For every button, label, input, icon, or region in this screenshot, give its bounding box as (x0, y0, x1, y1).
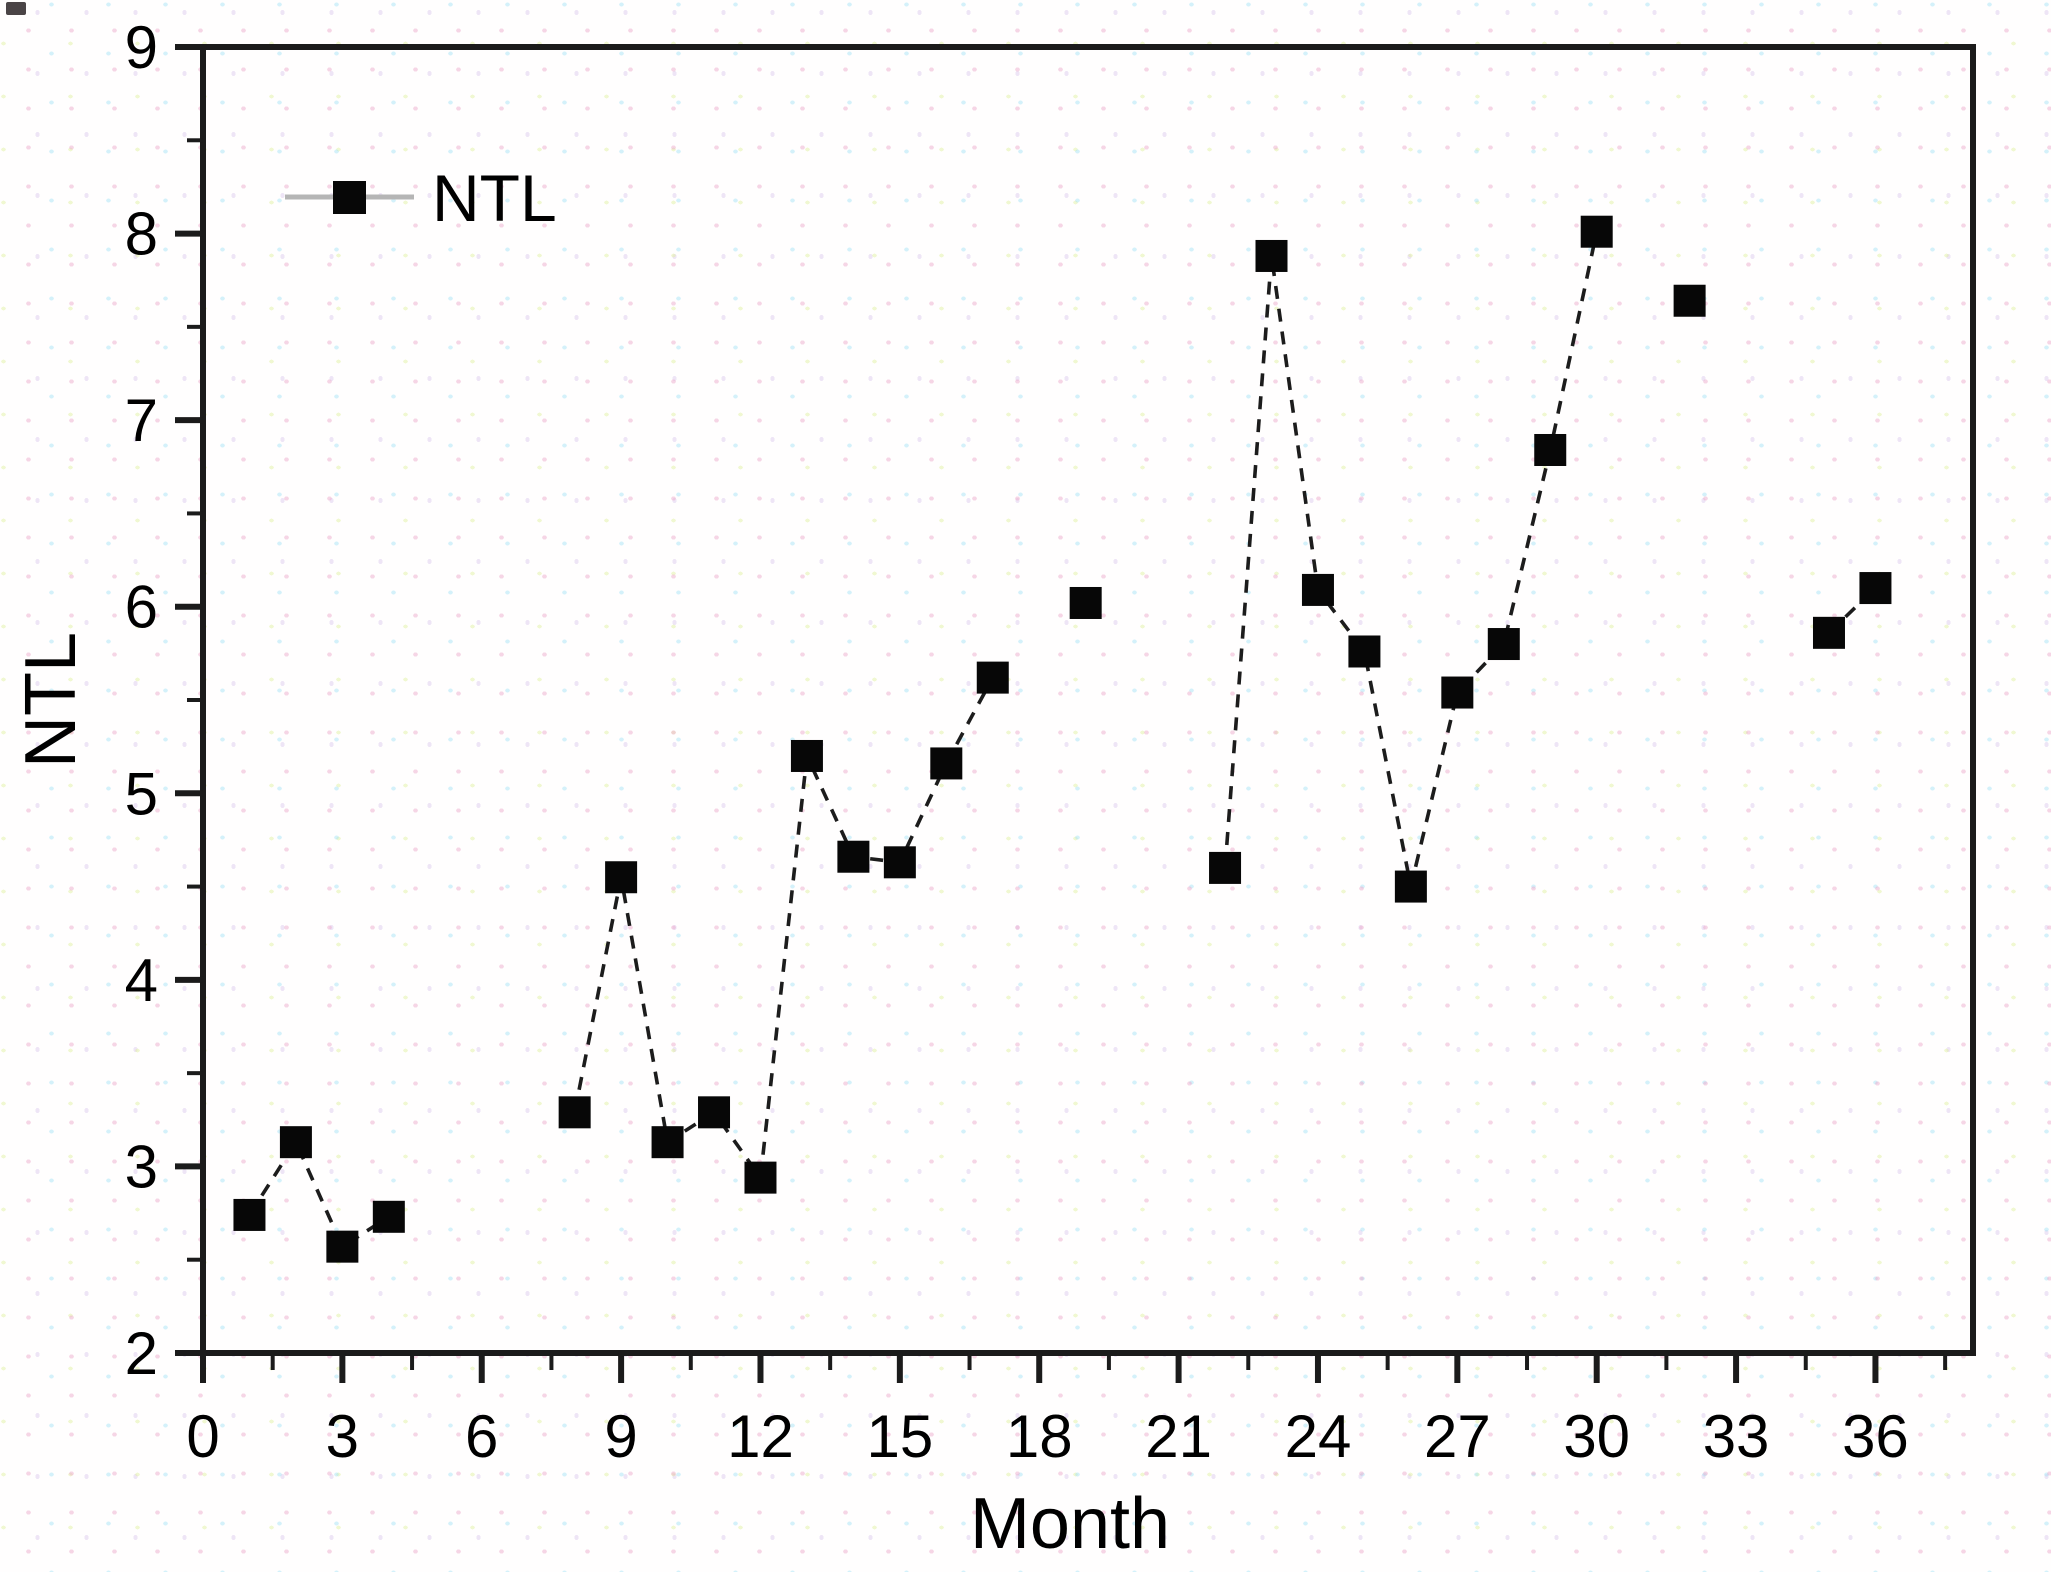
data-point-marker (1487, 628, 1520, 661)
data-point-marker (883, 846, 916, 879)
y-tick-label: 9 (125, 14, 158, 81)
data-point-marker (1348, 635, 1381, 668)
data-point-marker (976, 661, 1009, 694)
data-point-marker (1534, 433, 1567, 466)
data-point-marker (837, 840, 870, 873)
x-tick-label: 36 (1842, 1403, 1909, 1470)
y-tick-label: 2 (125, 1320, 158, 1387)
series-line (247, 231, 1877, 1250)
x-tick-label: 9 (604, 1403, 637, 1470)
data-point-marker (1209, 851, 1242, 884)
data-point-marker (1441, 676, 1474, 709)
data-point-marker (1301, 573, 1334, 606)
x-tick-label: 30 (1563, 1403, 1630, 1470)
x-tick-label: 33 (1703, 1403, 1770, 1470)
data-point-marker (558, 1096, 591, 1129)
data-point-marker (1812, 616, 1845, 649)
data-point-marker (1394, 870, 1427, 903)
y-axis-title: NTL (11, 632, 91, 768)
data-point-marker (744, 1161, 777, 1194)
corner-artifact (6, 2, 26, 15)
y-tick-label: 6 (125, 574, 158, 641)
data-point-marker (372, 1200, 405, 1233)
data-point-marker (1255, 239, 1288, 272)
data-point-marker (790, 739, 823, 772)
data-point-marker (605, 861, 638, 894)
x-axis-title: Month (970, 1484, 1170, 1564)
x-axis-ticks: 0 3 6 9 12 15 18 21 24 27 30 33 36 (186, 1353, 1948, 1470)
y-tick-label: 5 (125, 760, 158, 827)
x-tick-label: 12 (727, 1403, 794, 1470)
x-tick-label: 18 (1006, 1403, 1073, 1470)
y-tick-label: 4 (125, 947, 158, 1014)
data-point-marker (326, 1230, 359, 1263)
y-tick-label: 7 (125, 387, 158, 454)
data-point-marker (930, 747, 963, 780)
data-point-marker (651, 1126, 684, 1159)
y-tick-label: 3 (125, 1133, 158, 1200)
y-tick-label: 8 (125, 201, 158, 268)
y-axis-ticks: 2 3 4 5 6 7 8 9 (125, 14, 203, 1387)
data-point-marker (279, 1126, 312, 1159)
x-tick-label: 0 (186, 1403, 219, 1470)
legend-label: NTL (432, 161, 557, 235)
data-series (233, 215, 1892, 1263)
x-tick-label: 21 (1145, 1403, 1212, 1470)
data-point-marker (1069, 586, 1102, 619)
data-point-marker (1859, 572, 1892, 605)
data-point-marker (698, 1096, 731, 1129)
x-tick-label: 15 (866, 1403, 933, 1470)
data-point-marker (1673, 284, 1706, 317)
legend-marker-square (333, 181, 366, 214)
x-tick-label: 24 (1285, 1403, 1352, 1470)
x-tick-label: 3 (326, 1403, 359, 1470)
legend: NTL (285, 161, 557, 235)
data-point-marker (1580, 215, 1613, 248)
x-tick-label: 27 (1424, 1403, 1491, 1470)
plot-area-border (200, 44, 1976, 1356)
x-tick-label: 6 (465, 1403, 498, 1470)
data-point-marker (233, 1198, 266, 1231)
